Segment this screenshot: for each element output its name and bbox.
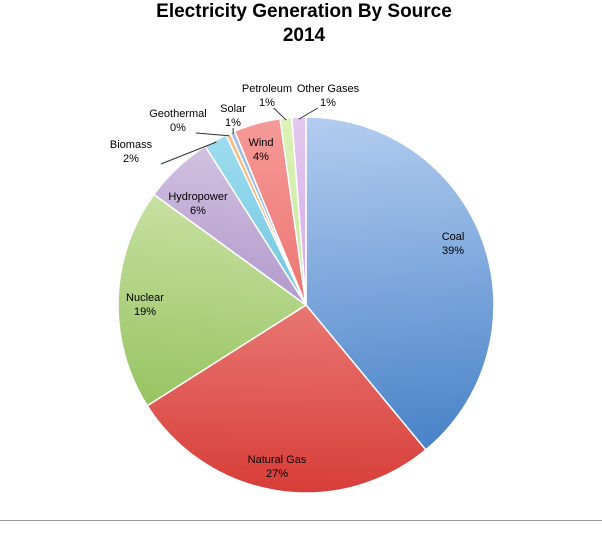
slice-label-coal: Coal 39% bbox=[442, 231, 465, 257]
slice-label-natural-gas: Natural Gas 27% bbox=[248, 454, 307, 480]
slice-label-geothermal: Geothermal 0% bbox=[149, 108, 206, 134]
slice-label-other-gases: Other Gases 1% bbox=[297, 83, 360, 109]
slice-label-hydropower: Hydropower 6% bbox=[168, 191, 228, 217]
slice-label-biomass: Biomass 2% bbox=[110, 139, 153, 165]
bottom-divider bbox=[0, 520, 602, 521]
leader-line-geothermal bbox=[195, 132, 229, 137]
slice-nuclear bbox=[117, 193, 308, 407]
slice-label-nuclear: Nuclear 19% bbox=[126, 292, 164, 318]
slice-label-wind: Wind 4% bbox=[248, 137, 273, 163]
slice-natural-gas bbox=[146, 304, 427, 494]
slice-coal bbox=[305, 116, 495, 451]
pie-slices bbox=[117, 116, 495, 494]
slice-labels: Coal 39% Natural Gas 27% Nuclear 19% Hydropowe… bbox=[110, 83, 464, 480]
leader-line-other-gases bbox=[298, 107, 319, 120]
leader-line-petroleum bbox=[273, 107, 287, 121]
chart-subtitle: 2014 bbox=[283, 25, 326, 46]
chart-title: Electricity Generation By Source bbox=[156, 1, 452, 22]
leader-lines bbox=[160, 107, 319, 165]
slice-other-gases bbox=[291, 116, 307, 306]
slice-label-petroleum: Petroleum 1% bbox=[242, 83, 292, 109]
slice-label-solar: Solar 1% bbox=[220, 103, 246, 129]
leader-line-biomass bbox=[160, 141, 217, 165]
